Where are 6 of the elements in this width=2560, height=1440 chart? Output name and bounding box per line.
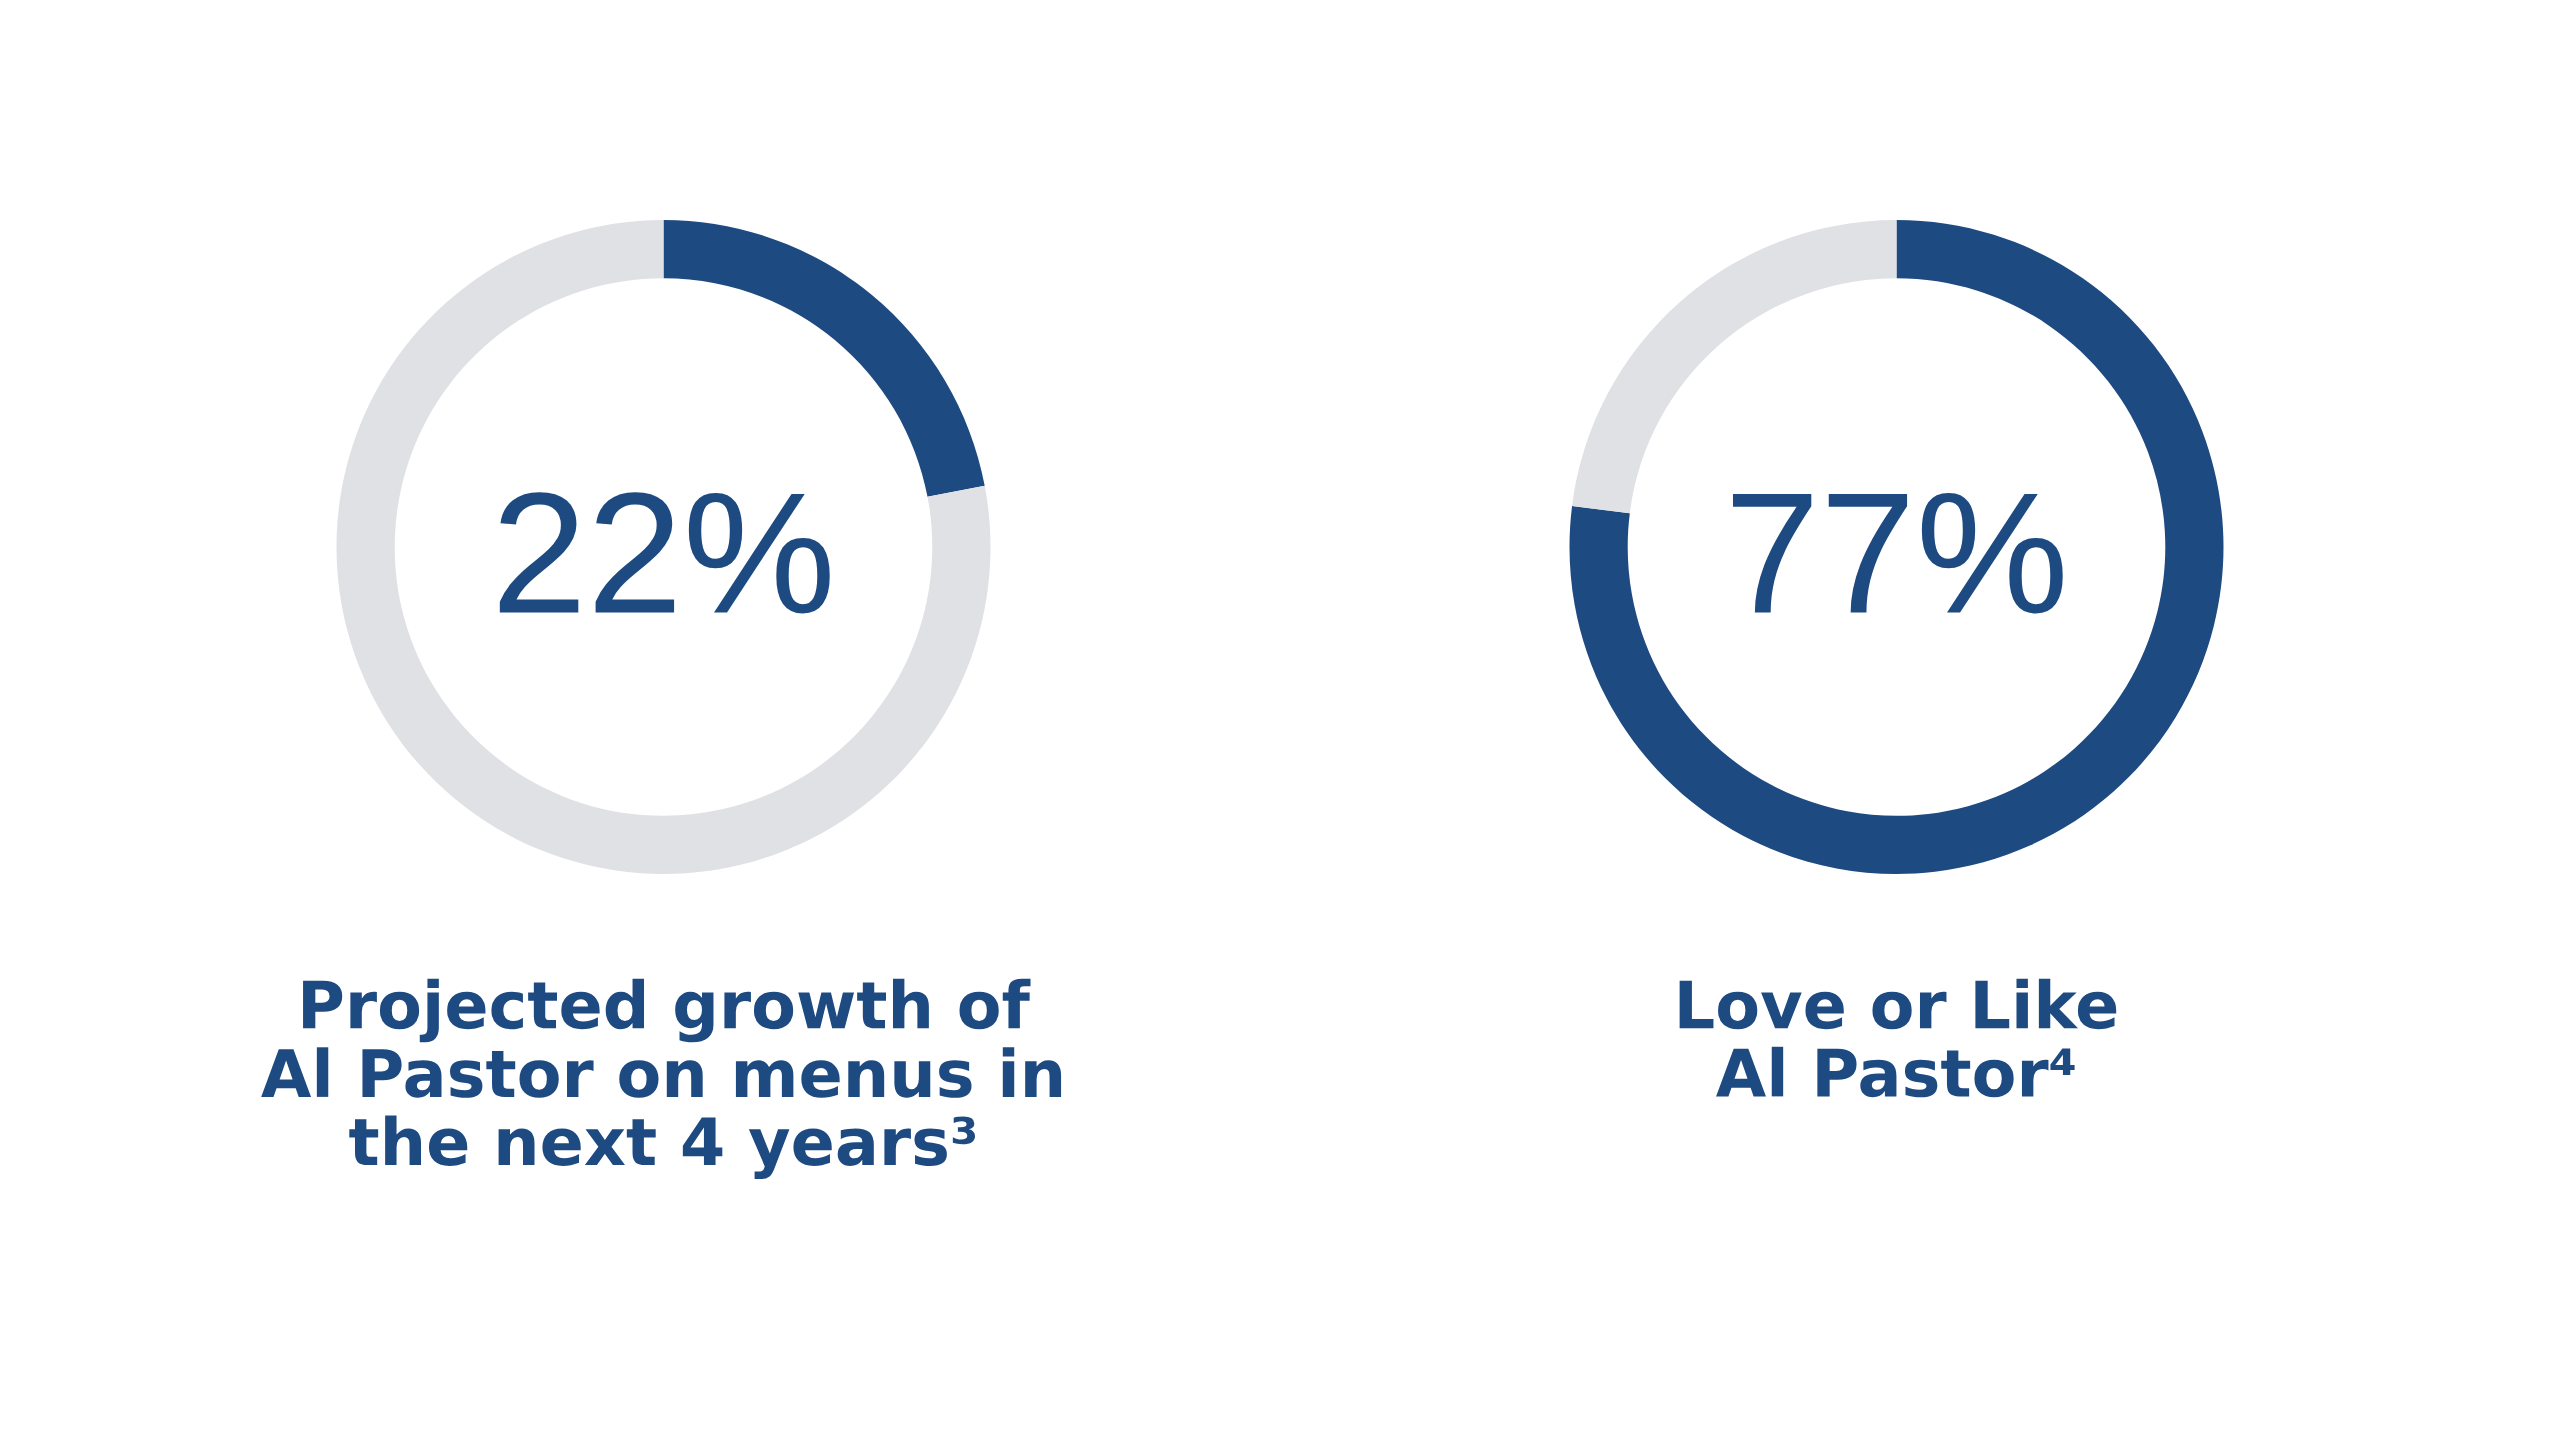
donut-slice xyxy=(1569,220,2224,874)
text: 22% xyxy=(499,492,830,614)
text: 77% xyxy=(1732,492,2063,614)
text: Projected growth of Al Pastor on menus in the next 4 years³ xyxy=(261,978,1062,1180)
text: Love or Like Al Pastor⁴ xyxy=(1679,978,2117,1098)
donut-slice xyxy=(336,220,991,874)
